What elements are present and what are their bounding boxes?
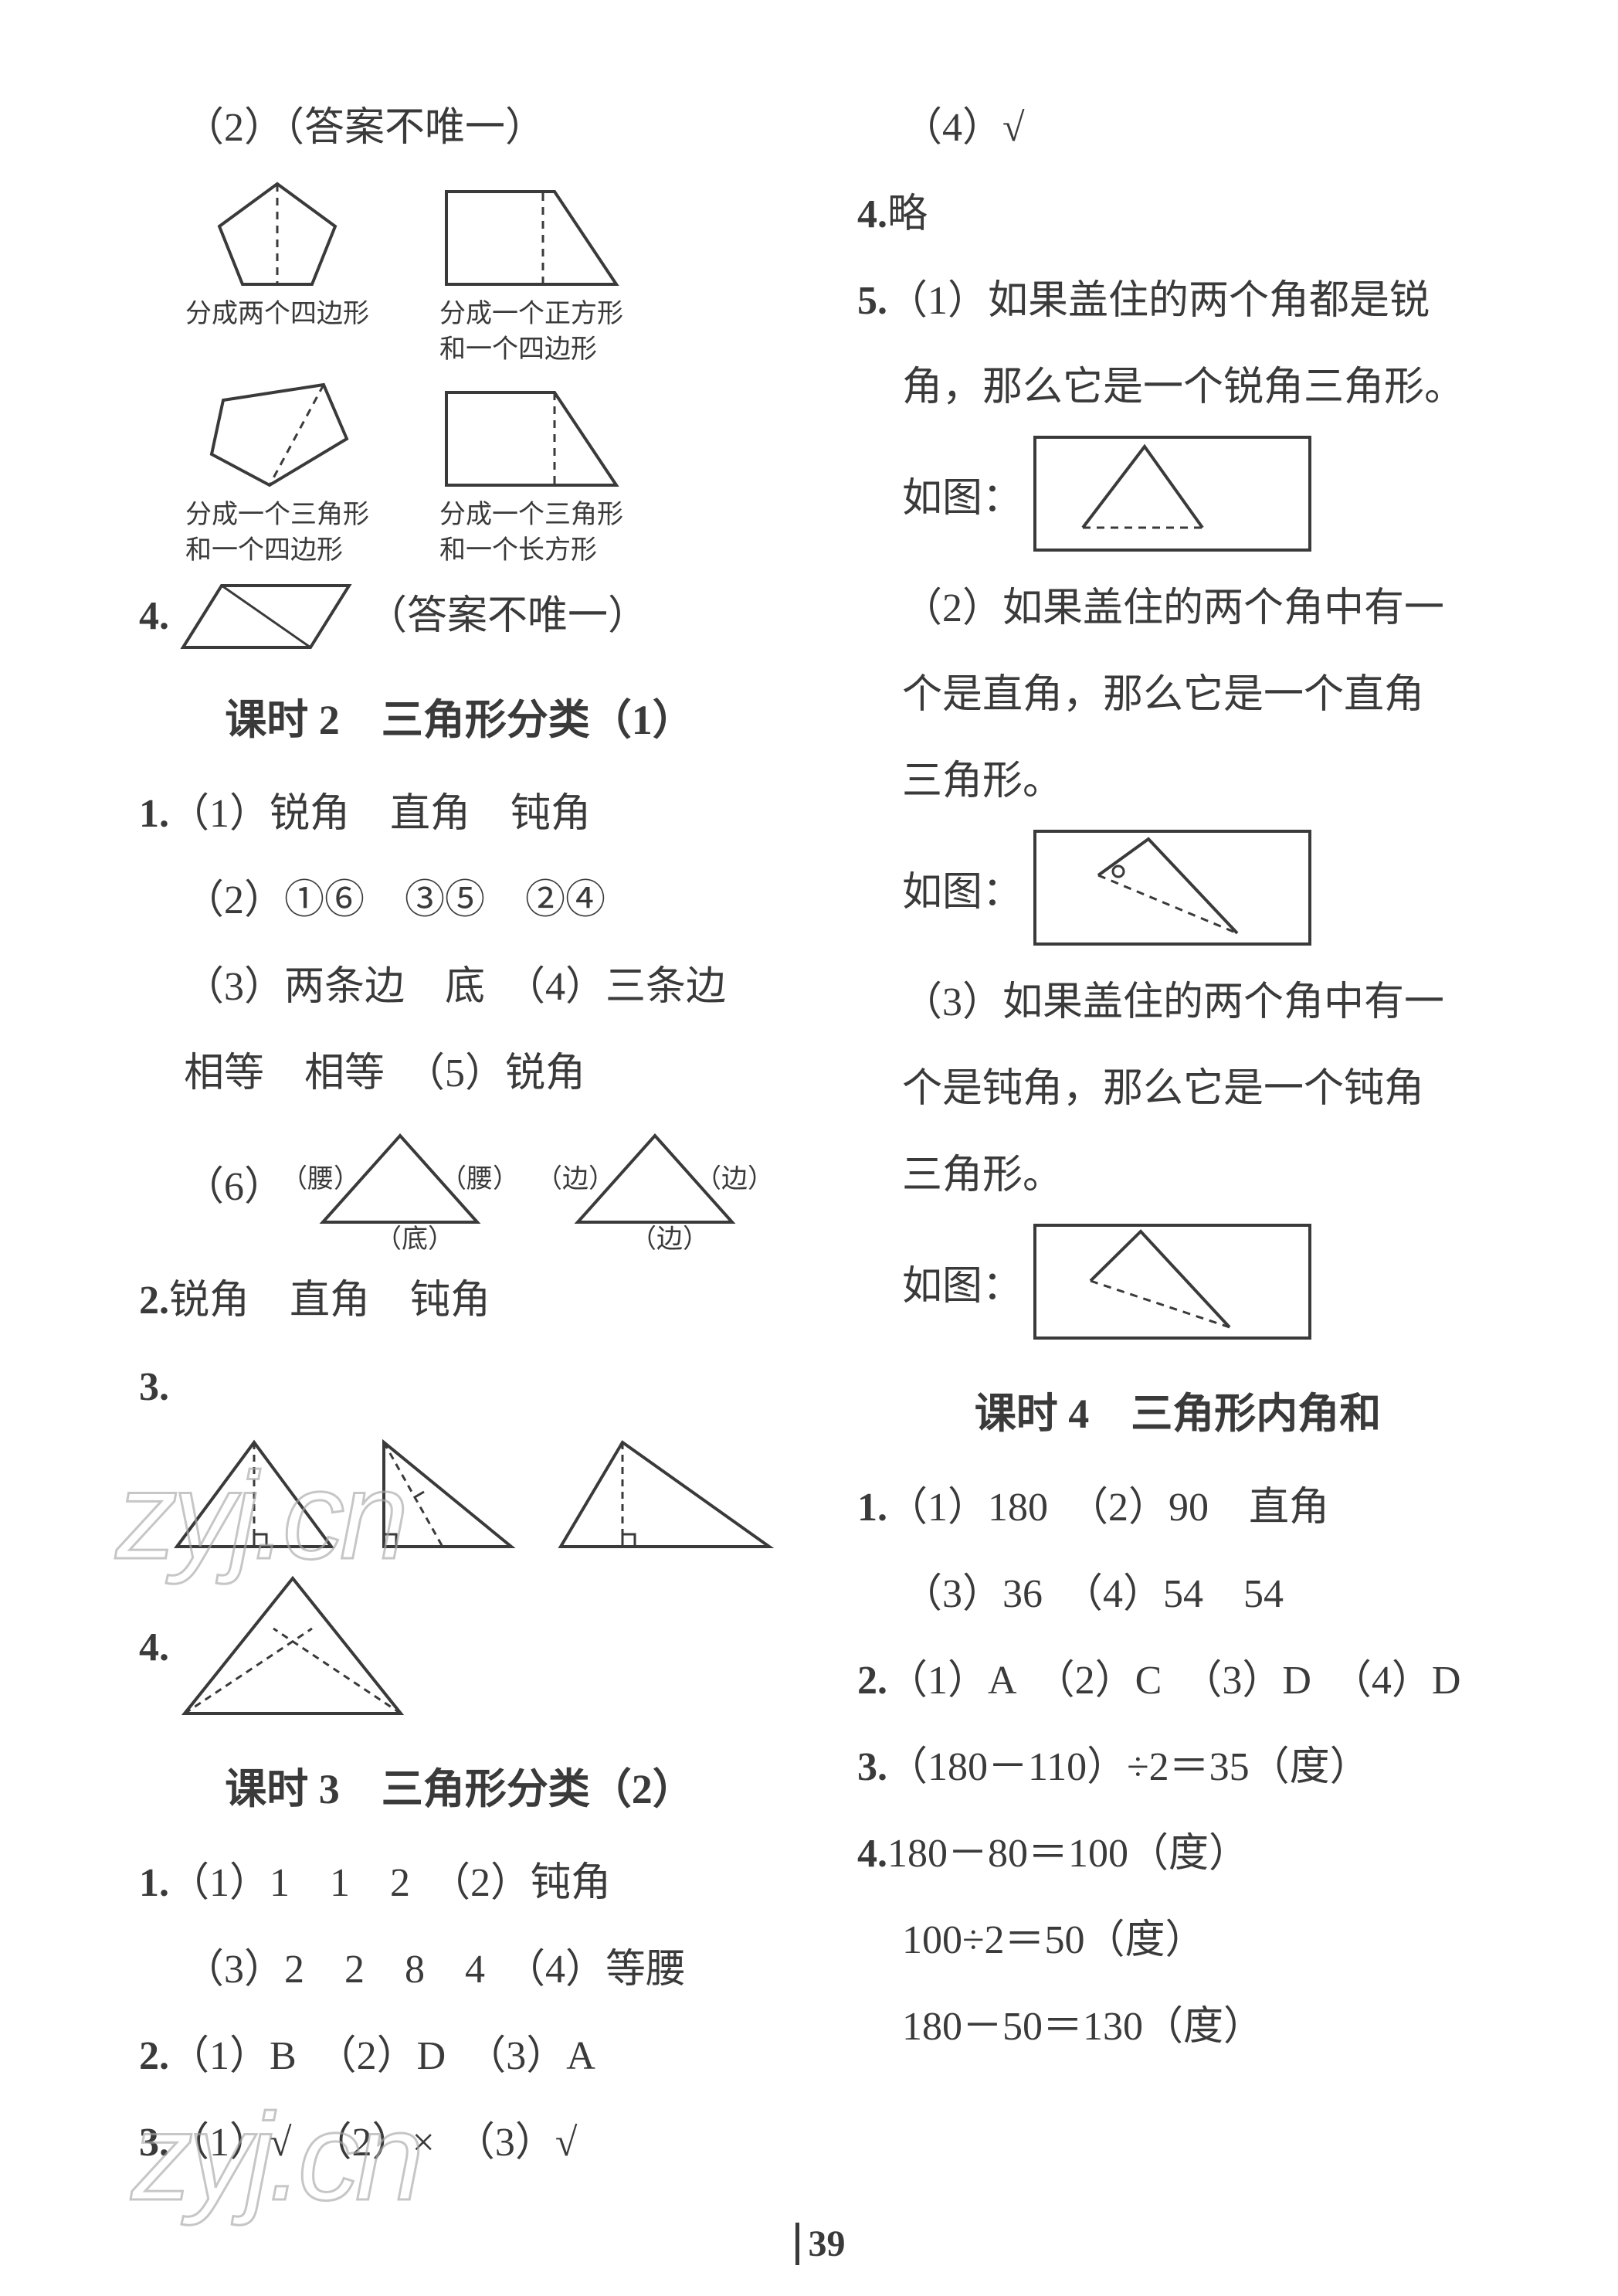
fig1-box (1033, 436, 1311, 552)
fig2-row: 如图： (857, 830, 1498, 946)
q2-header: （2）（答案不唯一） (139, 85, 780, 172)
parallelogram-svg (175, 574, 361, 659)
q5-p3b: 个是钝角，那么它是一个钝角 (857, 1046, 1498, 1133)
q5-p2a: （2）如果盖住的两个角中有一 (857, 566, 1498, 652)
q3-row (165, 1431, 780, 1562)
q5-p3a: （3）如果盖住的两个角中有一 (857, 959, 1498, 1046)
l3q2: 2.（1）B （2）D （3）A (139, 2013, 780, 2100)
caption-4: 分成一个三角形 和一个长方形 (439, 498, 623, 569)
left-column: （2）（答案不唯一） 分成两个四边形 分成一个正方形 和一个四边形 (139, 85, 780, 2250)
l2q2: 2.锐角 直角 钝角 (139, 1258, 780, 1344)
shape-row-1: 分成两个四边形 分成一个正方形 和一个四边形 (185, 176, 780, 368)
prism-svg (192, 377, 362, 493)
lesson3-title: 课时 3 三角形分类（2） (139, 1746, 780, 1832)
fig2-svg (1036, 833, 1308, 943)
q5-p2c: 三角形。 (857, 739, 1498, 825)
equi-triangle-block: （边） （边） （边） (539, 1122, 771, 1253)
fig3-box (1033, 1224, 1311, 1340)
fig1-svg (1036, 439, 1308, 549)
l4q1-p1: 1.（1）180 （2）90 直角 (857, 1465, 1498, 1551)
q5-p1b: 角，那么它是一个锐角三角形。 (857, 345, 1498, 431)
q5-p2b: 个是直角，那么它是一个直角 (857, 652, 1498, 739)
q4-tri (169, 1567, 416, 1729)
l4q2: 2.（1）A （2）C （3）D （4）D (857, 1638, 1498, 1724)
page-number: 39 (795, 2223, 846, 2265)
fig1-row: 如图： (857, 436, 1498, 552)
caption-2: 分成一个正方形 和一个四边形 (439, 297, 623, 368)
cont4: （4）√ (857, 85, 1498, 172)
q3-tri1 (165, 1431, 342, 1562)
q4-line: 4. （答案不唯一） (139, 573, 780, 660)
q3-tri2 (368, 1431, 522, 1562)
l4q4-l2: 100÷2＝50（度） (857, 1897, 1498, 1984)
l2q1-p2: （2）①⑥ ③⑤ ②④ (139, 858, 780, 944)
l4q3: 3.（180－110）÷2＝35（度） (857, 1724, 1498, 1811)
l4q4-l1: 4.180－80＝100（度） (857, 1811, 1498, 1897)
l2q1-p4: 相等 相等 （5）锐角 (139, 1031, 780, 1117)
l2q1-p3: （3）两条边 底 （4）三条边 (139, 944, 780, 1031)
l2q1-p1: 1.（1）锐角 直角 钝角 (139, 771, 780, 858)
shape-row-2: 分成一个三角形 和一个四边形 分成一个三角形 和一个长方形 (185, 377, 780, 569)
l4q4-l3: 180－50＝130（度） (857, 1984, 1498, 2070)
right-column: （4）√ 4.略 5.（1）如果盖住的两个角都是锐 角，那么它是一个锐角三角形。… (857, 85, 1498, 2250)
l3q1-p1: 1.（1）1 1 2 （2）钝角 (139, 1840, 780, 1927)
r-q4: 4.略 (857, 172, 1498, 258)
trap1-svg (431, 176, 632, 292)
q4-num: 4. (139, 573, 169, 660)
l2q3-num: 3. (139, 1344, 780, 1431)
q4-note: （答案不唯一） (367, 573, 648, 660)
p6-label: （6） (184, 1167, 284, 1207)
l3q1-p2: （3）2 2 8 4 （4）等腰 (139, 1927, 780, 2013)
page: （2）（答案不唯一） 分成两个四边形 分成一个正方形 和一个四边形 (0, 0, 1618, 2296)
shape-trapezoid-2: 分成一个三角形 和一个长方形 (431, 377, 632, 569)
q5-p1a: 5.（1）如果盖住的两个角都是锐 (857, 258, 1498, 345)
l2q4b: 4. (139, 1567, 780, 1729)
fig3-row: 如图： (857, 1224, 1498, 1340)
lesson4-title: 课时 4 三角形内角和 (857, 1370, 1498, 1457)
shape-trapezoid-1: 分成一个正方形 和一个四边形 (431, 176, 632, 368)
q5-p3c: 三角形。 (857, 1133, 1498, 1219)
lesson2-title: 课时 2 三角形分类（1） (139, 677, 780, 763)
caption-1: 分成两个四边形 (185, 297, 369, 332)
l4q1-p2: （3）36 （4）54 54 (857, 1551, 1498, 1638)
q3-tri3 (549, 1431, 780, 1562)
trap2-svg (431, 377, 632, 493)
l3q3: 3.（1）√ （2）× （3）√ (139, 2100, 780, 2186)
shape-prism: 分成一个三角形 和一个四边形 (185, 377, 369, 569)
fig2-box (1033, 830, 1311, 946)
shape-pentagon: 分成两个四边形 (185, 176, 369, 368)
pentagon-svg (200, 176, 354, 292)
fig3-svg (1036, 1227, 1308, 1337)
l2q1-p6: （6） （腰） （腰） （底） （边） （边） （边） (184, 1122, 780, 1253)
caption-3: 分成一个三角形 和一个四边形 (185, 498, 369, 569)
iso-triangle-block: （腰） （腰） （底） (284, 1122, 516, 1253)
